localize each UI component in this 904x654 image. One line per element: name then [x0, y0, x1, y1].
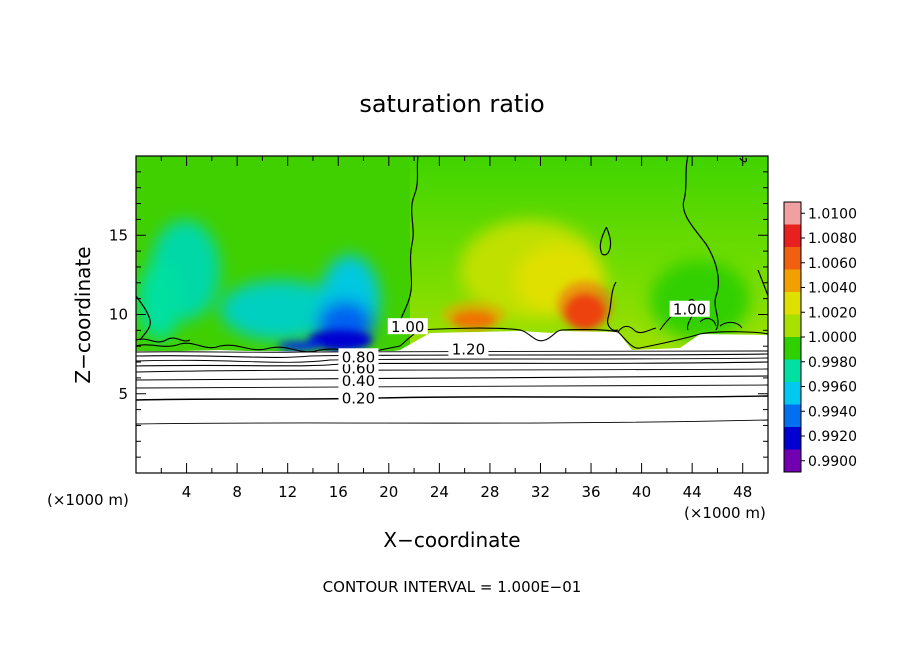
colorbar-swatch [784, 427, 801, 450]
colorbar-swatch [784, 247, 801, 270]
blue-core-1 [308, 330, 372, 350]
colorbar-swatch [784, 449, 801, 473]
colorbar-label: 1.0060 [808, 256, 857, 272]
x-tick-label: 8 [232, 483, 242, 501]
chart-title: saturation ratio [359, 90, 544, 118]
unity-contours [136, 156, 768, 341]
contour-label: 1.00 [391, 318, 424, 336]
orange-max-1 [442, 301, 506, 329]
contour-label: 0.20 [342, 390, 375, 408]
x-tick-label: 44 [683, 483, 702, 501]
colorbar-label: 1.0100 [808, 206, 857, 222]
x-tick-label: 12 [278, 483, 297, 501]
colorbar: 1.0100 1.0080 1.0060 1.0040 1.0020 1.0000 0.99… [783, 201, 857, 473]
contour-label: 0.40 [342, 372, 375, 390]
x-tick-label: 48 [733, 483, 752, 501]
colorbar-label: 1.0040 [808, 281, 857, 297]
x-unit-right: (×1000 m) [684, 504, 766, 522]
y-tick-label: 5 [118, 385, 128, 403]
contour-label: 0.80 [342, 348, 375, 366]
colorbar-label: 0.9980 [808, 355, 857, 371]
colorbar-label: 1.0000 [808, 330, 857, 346]
colorbar-label: 1.0020 [808, 305, 857, 321]
plot-area [136, 156, 768, 473]
x-axis: 4 8 12 16 20 24 28 32 36 40 44 48 [160, 156, 752, 501]
colorbar-swatch [784, 382, 801, 405]
x-axis-label: X−coordinate [383, 528, 520, 552]
x-unit-left: (×1000 m) [47, 491, 129, 509]
x-tick-label: 16 [329, 483, 348, 501]
colorbar-label: 0.9920 [808, 429, 857, 445]
x-tick-label: 24 [430, 483, 449, 501]
colorbar-swatch [784, 314, 801, 338]
contour-label-bg [338, 372, 379, 389]
orange-max-2 [557, 281, 613, 329]
colorbar-swatch [784, 337, 801, 360]
x-tick-label: 4 [182, 483, 192, 501]
x-tick-label: 20 [379, 483, 398, 501]
y-tick-label: 10 [109, 306, 128, 324]
blue-core-2 [278, 341, 322, 351]
colorbar-label: 0.9960 [808, 380, 857, 396]
colorbar-swatch [784, 224, 801, 248]
contour-label-bg [448, 340, 489, 357]
colorbar-swatch [784, 292, 801, 315]
x-tick-label: 36 [581, 483, 600, 501]
colorbar-swatch [784, 202, 801, 225]
colorbar-swatch [784, 404, 801, 428]
colorbar-label: 1.0080 [808, 231, 857, 247]
colorbar-swatch [784, 269, 801, 293]
contour-label-bg [387, 318, 428, 335]
x-tick-label: 28 [480, 483, 499, 501]
x-tick-label: 40 [632, 483, 651, 501]
y-axis-label: Z−coordinate [71, 246, 95, 383]
colorbar-swatch [784, 359, 801, 383]
contour-label-bg [338, 348, 379, 365]
contour-label-bg [338, 389, 379, 406]
x-tick-label: 32 [531, 483, 550, 501]
lower-white-region [136, 331, 768, 473]
contour-label: 1.20 [452, 340, 485, 358]
cyan-patch-3 [220, 280, 340, 340]
cyan-patch-2 [138, 260, 182, 340]
colorbar-label: 0.9940 [808, 404, 857, 420]
y-axis: 5 10 15 [109, 171, 768, 458]
colorbar-label: 0.9900 [808, 454, 857, 470]
contour-label-bg [669, 300, 710, 317]
contour-interval-note: CONTOUR INTERVAL = 1.000E−01 [323, 578, 582, 596]
green-patch-1 [650, 260, 750, 340]
contour-label: 1.00 [673, 301, 706, 319]
y-tick-label: 15 [109, 226, 128, 244]
contour-labels: 0.200.400.600.80 1.201.001.00 [338, 300, 710, 408]
